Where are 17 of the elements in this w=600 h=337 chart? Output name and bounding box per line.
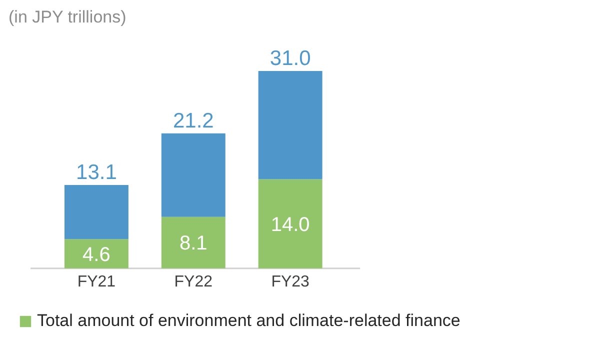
bar [161,216,226,268]
data-label: 14.0 [270,214,310,236]
x-tick-label: FY22 [174,274,213,291]
data-label: 8.1 [179,232,208,255]
total-label: 31.0 [270,47,311,70]
total-label: 21.2 [172,109,214,132]
bar [161,133,226,217]
bar [258,179,322,268]
bar [258,70,322,180]
bar [64,184,128,240]
x-tick-label: FY21 [77,274,116,291]
legend-label: Total amount of environment and climate-related finance [37,311,460,331]
total-label: 13.1 [76,161,117,184]
x-tick-label: FY23 [271,274,310,291]
data-label: 4.6 [82,244,110,266]
bar [64,239,128,268]
y-axis-title: (in JPY trillions) [8,8,126,26]
